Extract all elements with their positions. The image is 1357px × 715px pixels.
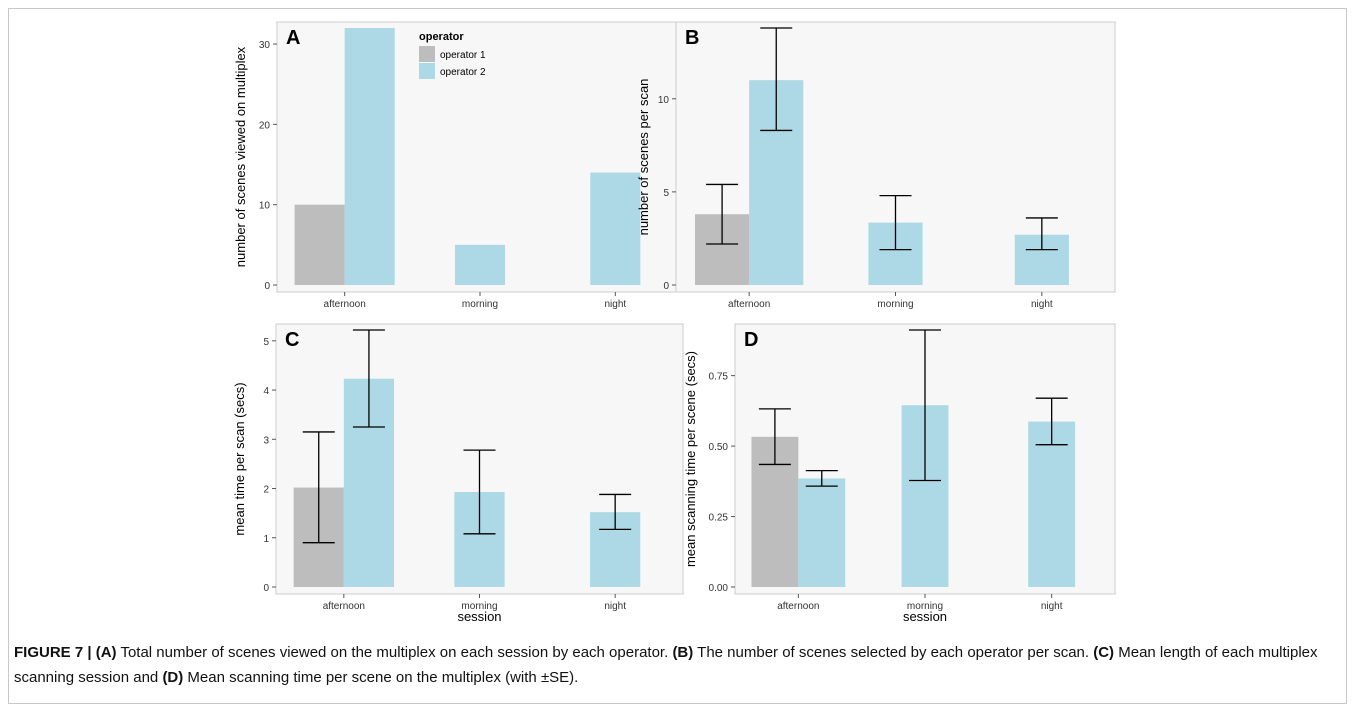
y-tick-label: 2: [263, 485, 269, 496]
legend-label: operator 1: [440, 50, 486, 61]
caption-text-segment: Mean scanning time per scene on the mult…: [183, 669, 579, 686]
x-tick-label: morning: [461, 601, 497, 612]
y-tick-label: 4: [263, 386, 269, 397]
panel-label: D: [744, 329, 758, 351]
y-tick-label: 0: [263, 583, 269, 594]
y-tick-label: 0: [264, 281, 270, 292]
y-axis-title: mean scanning time per scene (secs): [683, 351, 698, 567]
panel-label: C: [285, 329, 299, 351]
legend-label: operator 2: [440, 67, 486, 78]
panel-label: B: [685, 27, 699, 49]
y-axis-title: number of scenes per scan: [636, 79, 651, 236]
caption-bold-segment: (C): [1093, 644, 1115, 661]
panel-d: D 0.00 0.25 0.50 0.75 mean scanning time per …: [683, 323, 1116, 624]
y-tick-label: 30: [259, 40, 271, 51]
y-tick-label: 5: [263, 337, 269, 348]
x-axis-title: session: [903, 609, 947, 624]
legend-swatch-1: [419, 46, 435, 62]
x-tick-label: night: [604, 601, 626, 612]
y-tick-label: 10: [259, 201, 271, 212]
y-tick-label: 0.00: [709, 583, 729, 594]
y-tick-label: 0.25: [709, 513, 729, 524]
y-tick-label: 1: [263, 534, 269, 545]
legend-swatch-2: [419, 63, 435, 79]
caption-text-segment: The number of scenes selected by each op…: [693, 644, 1094, 661]
x-tick-label: morning: [462, 299, 498, 310]
bar-operator-2-night: [590, 172, 641, 285]
bar-operator-1-afternoon: [294, 204, 345, 285]
x-tick-label: night: [604, 299, 626, 310]
x-tick-label: afternoon: [777, 601, 819, 612]
x-tick-label: night: [1031, 299, 1053, 310]
y-axis-title: mean time per scan (secs): [232, 382, 247, 535]
y-tick-label: 0.50: [709, 442, 729, 453]
panel-b: B 0 5 10 number of scenes per scan afternoon m…: [636, 21, 1116, 310]
y-tick-label: 3: [263, 435, 269, 446]
bar-operator-2-afternoon: [344, 28, 395, 285]
legend-title: operator: [419, 31, 464, 43]
x-tick-label: afternoon: [323, 601, 365, 612]
x-tick-label: morning: [907, 601, 943, 612]
panel-c: C 0 1 2 3 4 5 mean time per scan (secs) afternoo…: [232, 323, 684, 624]
caption-text-segment: Mean length of each multiplex scanning s…: [14, 644, 1318, 686]
panel-label: A: [286, 27, 300, 49]
y-axis-title: number of scenes viewed on multiplex: [233, 46, 248, 267]
figure-caption: FIGURE 7 | (A) Total number of scenes vi…: [14, 640, 1342, 690]
caption-bold-segment: FIGURE 7 | (A): [14, 644, 117, 661]
y-tick-label: 10: [658, 95, 670, 106]
x-tick-label: afternoon: [324, 299, 366, 310]
legend: operator operator 1 operator 2: [419, 31, 486, 79]
x-tick-label: morning: [877, 299, 913, 310]
caption-bold-segment: (B): [672, 644, 694, 661]
x-tick-label: afternoon: [728, 299, 770, 310]
x-axis-title: session: [457, 609, 501, 624]
y-tick-label: 5: [663, 188, 669, 199]
bar-operator-2-morning: [454, 244, 506, 285]
y-tick-label: 0: [663, 281, 669, 292]
caption-bold-segment: (D): [162, 669, 184, 686]
caption-text-segment: Total number of scenes viewed on the mul…: [116, 644, 673, 661]
bar-operator-2-night: [1028, 421, 1076, 587]
bar-operator-2-afternoon: [798, 478, 846, 587]
y-tick-label: 0.75: [709, 372, 729, 383]
panel-a: A 0 10 20 30 number of scenes viewed on multi…: [233, 21, 684, 310]
y-tick-label: 20: [259, 120, 271, 131]
x-tick-label: night: [1041, 601, 1063, 612]
